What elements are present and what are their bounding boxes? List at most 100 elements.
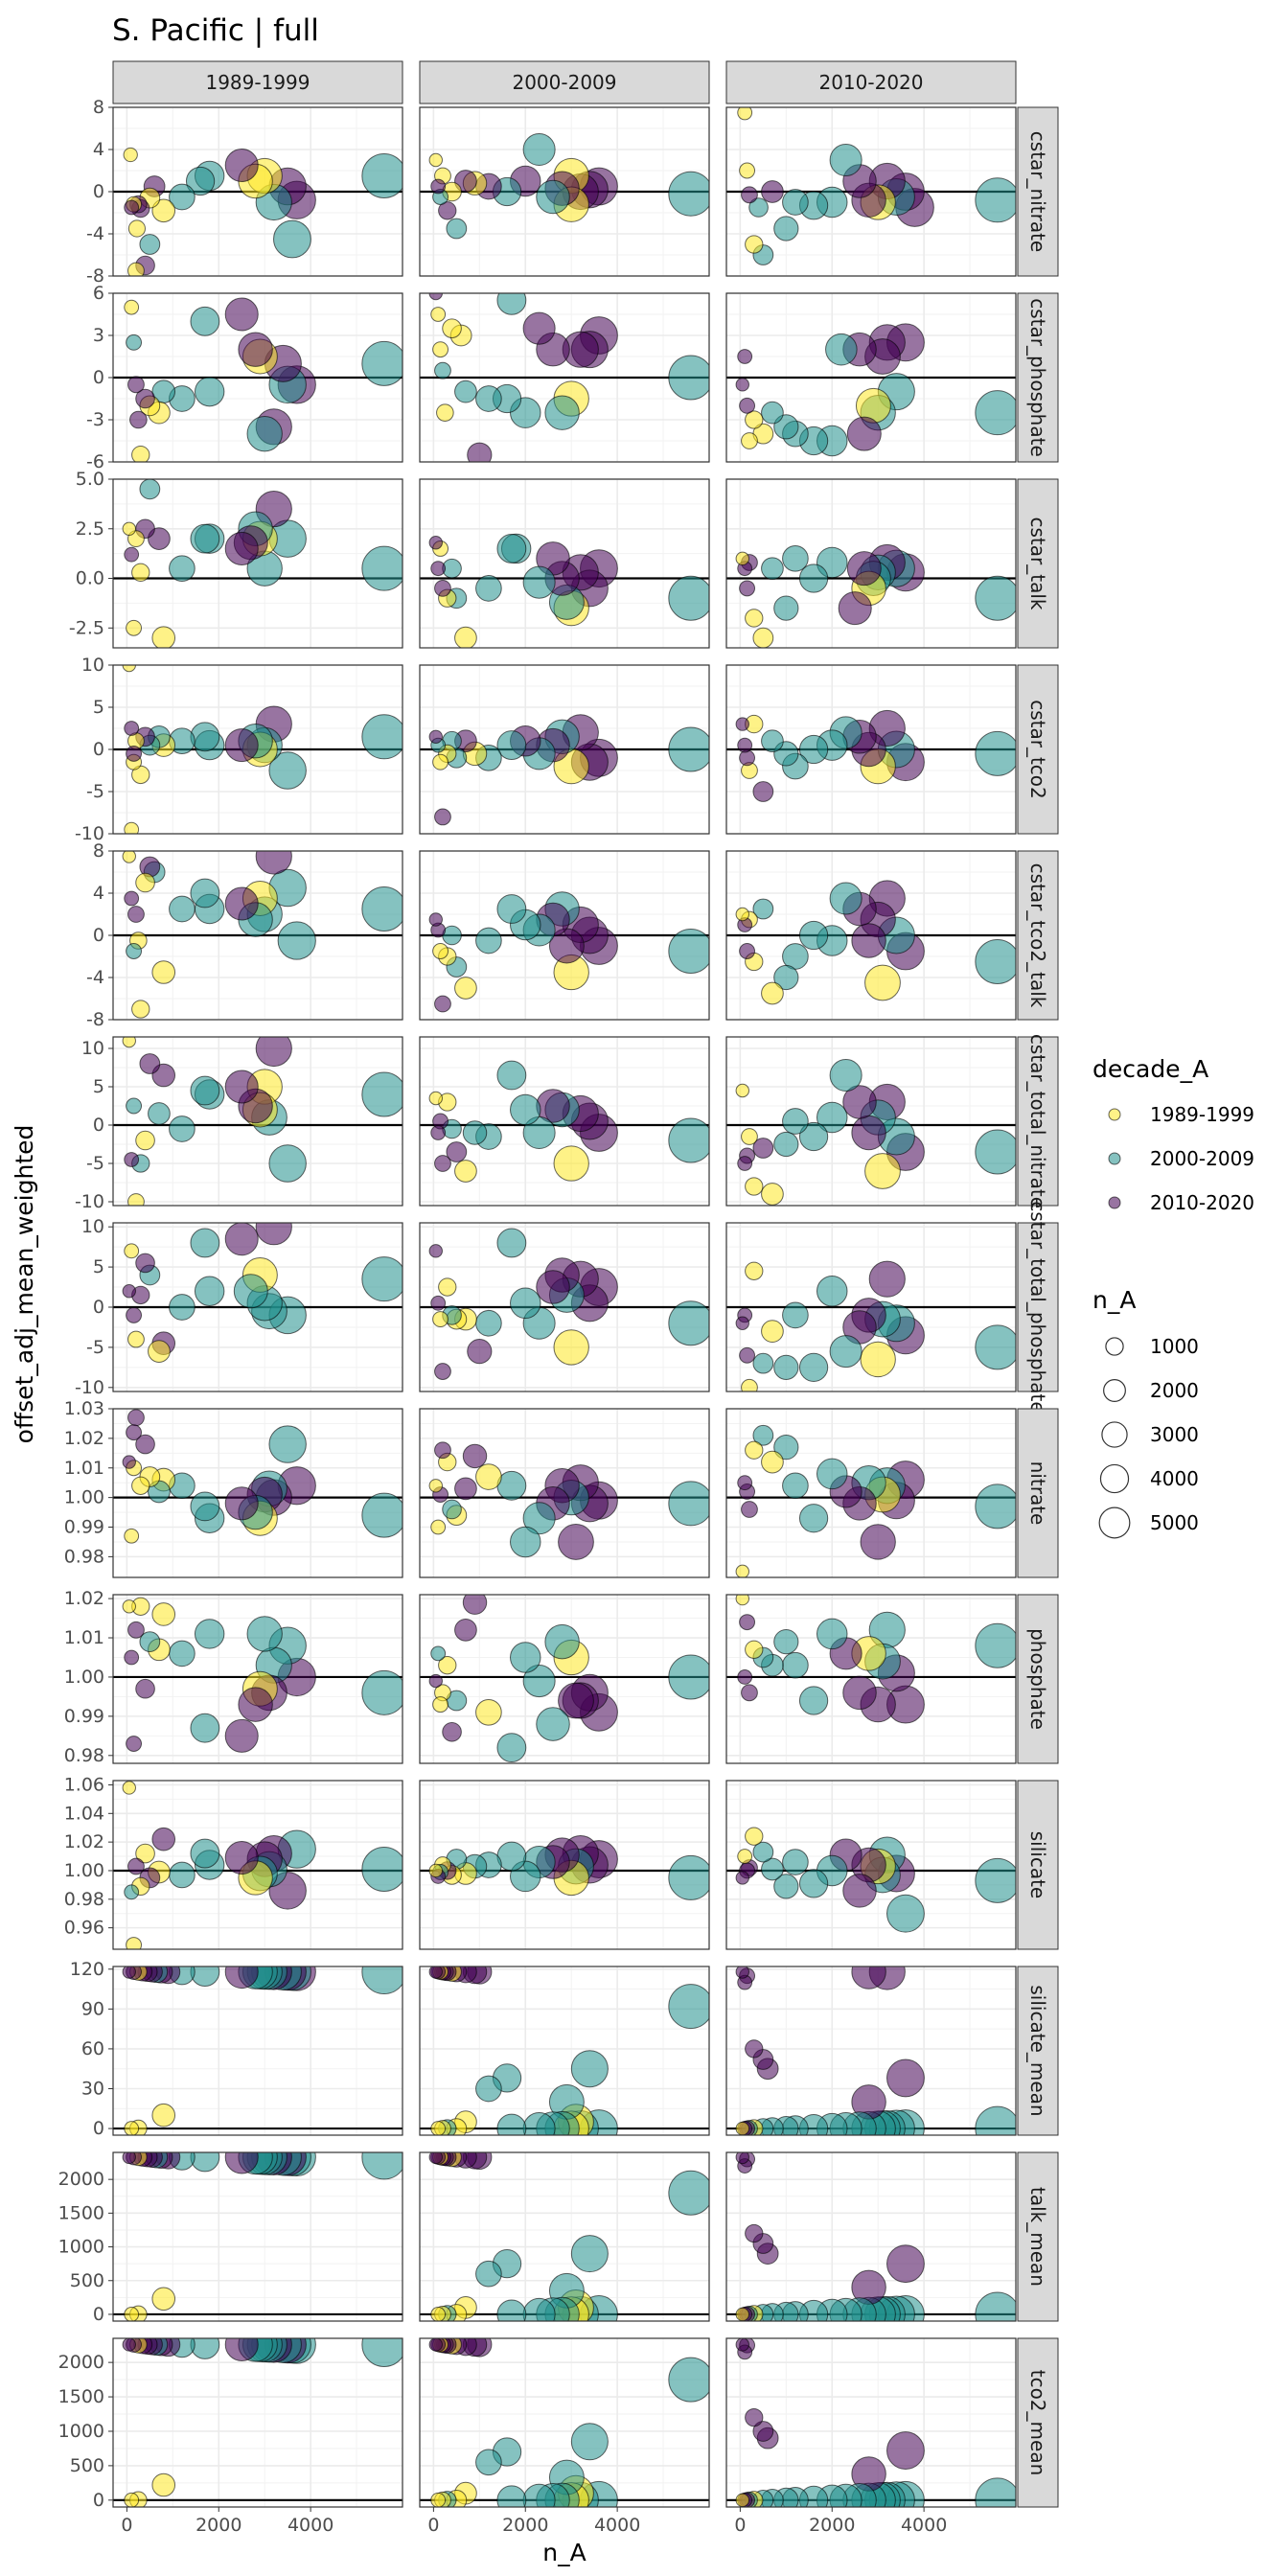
data-point — [124, 299, 140, 315]
x-tick-label: 0 — [734, 2515, 746, 2536]
data-point — [668, 1117, 709, 1163]
data-point — [434, 1155, 451, 1172]
y-tick-label: 90 — [81, 1998, 104, 2019]
facet-panel — [725, 1594, 1017, 1764]
data-point — [735, 1564, 749, 1577]
y-tick-label: 1.00 — [64, 1667, 104, 1688]
facet-panel — [419, 1036, 710, 1207]
points-group — [122, 479, 402, 648]
row-strip-label: cstar_talk — [1026, 518, 1049, 610]
data-point — [761, 557, 784, 581]
data-point — [224, 531, 259, 565]
data-point — [432, 753, 449, 770]
facet-panel — [725, 2337, 1017, 2508]
panel-border — [419, 1222, 710, 1392]
data-point — [522, 2297, 556, 2321]
size-legend-title: n_A — [1092, 1286, 1136, 1314]
x-tick-label: 0 — [121, 2515, 132, 2536]
data-point — [185, 166, 216, 196]
data-point — [124, 546, 140, 563]
data-point — [467, 442, 493, 462]
y-tick-label: 1.06 — [64, 1774, 104, 1795]
points-group — [428, 1228, 709, 1380]
data-point — [735, 907, 749, 922]
y-tick-label: 5 — [93, 697, 104, 718]
facet-panel — [419, 1780, 710, 1950]
y-tick-label: 8 — [93, 97, 104, 118]
data-point — [737, 107, 753, 121]
points-group — [122, 2338, 402, 2507]
y-tick-label: -8 — [86, 1009, 104, 1030]
data-point — [735, 1871, 749, 1885]
data-point — [126, 1937, 143, 1949]
data-point — [773, 595, 799, 621]
data-point — [246, 415, 283, 452]
y-tick-label: -5 — [86, 1153, 104, 1174]
row-strip — [1017, 2337, 1059, 2508]
data-point — [454, 977, 477, 1000]
data-point — [442, 1721, 462, 1742]
row-strip — [1017, 664, 1059, 835]
data-point — [190, 722, 220, 752]
data-point — [169, 1640, 196, 1668]
row-strip — [1017, 1966, 1059, 2136]
data-point — [122, 665, 136, 673]
facet-panel — [112, 1966, 403, 2136]
size-legend-label: 1000 — [1150, 1335, 1199, 1358]
panel-border — [725, 1594, 1017, 1764]
data-point — [432, 943, 449, 959]
data-point — [761, 1320, 784, 1344]
row-strip-label: cstar_tco2_talk — [1026, 863, 1049, 1008]
panel-border — [725, 1222, 1017, 1392]
data-point — [475, 575, 502, 602]
data-point — [139, 479, 161, 500]
data-point — [741, 1501, 758, 1518]
data-point — [434, 1441, 451, 1460]
data-point — [773, 1629, 799, 1655]
row-strip-label: silicate_mean — [1026, 1985, 1049, 2116]
data-point — [829, 882, 862, 915]
data-point — [131, 1476, 150, 1495]
data-point — [428, 1966, 443, 1979]
panel-border — [112, 106, 403, 277]
data-point — [442, 318, 462, 338]
data-point — [430, 2492, 447, 2507]
data-point — [745, 1440, 764, 1460]
data-point — [124, 821, 140, 834]
data-point — [741, 1684, 758, 1702]
data-point — [127, 1409, 145, 1427]
y-tick-label: -5 — [86, 781, 104, 802]
data-point — [741, 432, 758, 449]
data-point — [126, 334, 143, 351]
y-tick-label: -10 — [75, 1191, 104, 1212]
size-legend-key — [1103, 1379, 1126, 1402]
data-point — [124, 1243, 140, 1259]
data-point — [737, 349, 753, 364]
data-point — [428, 2152, 443, 2165]
data-point — [761, 1450, 784, 1474]
panel-border — [725, 664, 1017, 835]
panel-border — [112, 1222, 403, 1392]
data-point — [224, 1486, 259, 1521]
data-point — [735, 1083, 749, 1098]
data-point — [668, 2170, 709, 2216]
y-tick-label: 0 — [93, 1297, 104, 1318]
data-point — [224, 1966, 259, 1990]
data-point — [224, 2152, 259, 2174]
data-point — [522, 565, 556, 599]
data-point — [829, 143, 862, 177]
data-point — [428, 1244, 443, 1258]
y-tick-label: 4 — [93, 139, 104, 160]
data-point — [190, 1491, 220, 1522]
data-point — [739, 397, 756, 414]
data-point — [975, 177, 1016, 223]
data-point — [745, 609, 764, 628]
data-point — [536, 1707, 570, 1741]
data-point — [752, 1138, 774, 1159]
facet-panel — [112, 478, 403, 649]
data-point — [475, 1698, 502, 1726]
data-point — [752, 2421, 774, 2442]
facet-panel — [725, 292, 1017, 463]
row-strip-label: cstar_total_nitrate — [1026, 1034, 1049, 1208]
